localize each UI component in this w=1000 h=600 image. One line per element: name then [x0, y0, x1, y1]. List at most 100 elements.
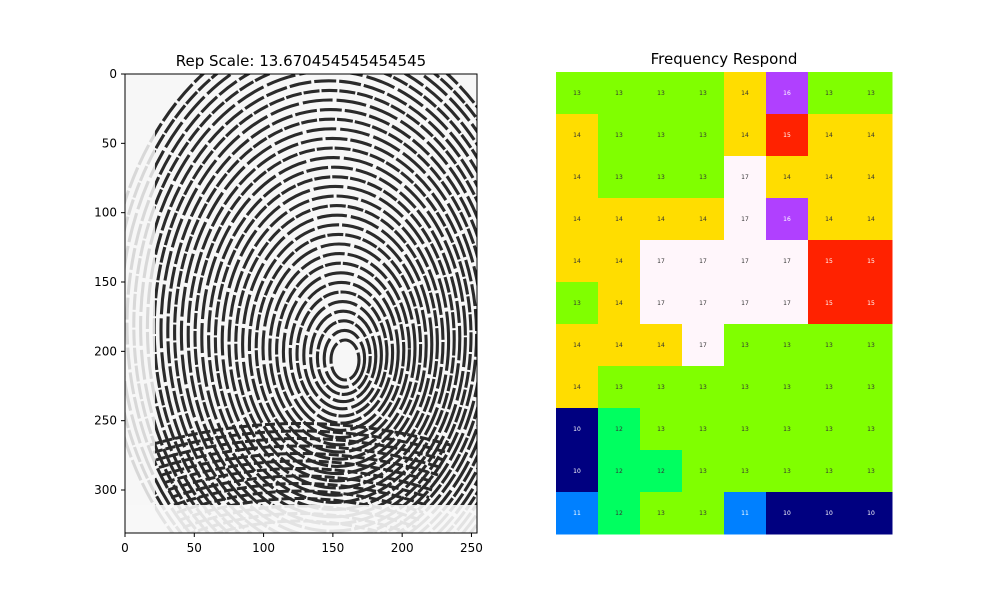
heatmap-cell [682, 282, 725, 325]
fingerprint-y-axis: 0 50 100 150 200 250 300 [94, 67, 125, 497]
heatmap-value-label: 14 [615, 216, 623, 223]
ridge-line [302, 300, 383, 411]
heatmap-value-label: 10 [783, 510, 791, 517]
heatmap-cell [850, 240, 893, 283]
heatmap-cell [766, 492, 809, 535]
heatmap-cell [808, 282, 851, 325]
ridge-line [315, 319, 372, 396]
heatmap-cell [850, 492, 893, 535]
heatmap-cell [640, 114, 683, 157]
heatmap-value-label: 13 [783, 342, 791, 349]
ridge-line [241, 213, 434, 476]
heatmap-cell [556, 114, 599, 157]
heatmap-cell [640, 450, 683, 493]
heatmap-cell [556, 72, 599, 115]
ridge-line [158, 444, 442, 469]
heatmap-value-label: 13 [825, 468, 833, 475]
heatmap-value-label: 10 [825, 510, 833, 517]
heatmap-cell [766, 324, 809, 367]
heatmap-cell [766, 408, 809, 451]
heatmap-value-label: 14 [867, 216, 875, 223]
heatmap-cell [556, 240, 599, 283]
ridge-line [261, 242, 417, 454]
heatmap-value-label: 13 [615, 384, 623, 391]
y-tick-label: 50 [102, 136, 117, 150]
heatmap-value-label: 13 [867, 90, 875, 97]
heatmap-value-label: 11 [741, 510, 749, 517]
ridge-line [149, 422, 451, 447]
heatmap-value-label: 14 [573, 216, 581, 223]
heatmap-cell [766, 240, 809, 283]
ridge-line [220, 184, 451, 497]
ridge-line [227, 194, 445, 490]
heatmap-value-label: 10 [573, 426, 581, 433]
ridge-line [166, 108, 477, 533]
heatmap-cell [808, 450, 851, 493]
heatmap-value-label: 13 [783, 384, 791, 391]
heatmap-value-label: 15 [867, 258, 875, 265]
heatmap-cell [808, 408, 851, 451]
heatmap-cell [598, 324, 641, 367]
heatmap-value-label: 13 [867, 468, 875, 475]
heatmap-cell [808, 492, 851, 535]
heatmap-value-label: 14 [573, 132, 581, 139]
heatmap-cell [556, 156, 599, 199]
heatmap-cell [598, 450, 641, 493]
heatmap-value-label: 10 [573, 468, 581, 475]
heatmap-cell [556, 282, 599, 325]
ridge-line [254, 232, 423, 461]
heatmap-cell [682, 114, 725, 157]
heatmap-cell [808, 198, 851, 241]
heatmap-value-label: 12 [615, 468, 623, 475]
heatmap-value-label: 14 [825, 216, 833, 223]
heatmap-value-label: 13 [699, 90, 707, 97]
heatmap-value-label: 13 [699, 510, 707, 517]
heatmap-cell [640, 156, 683, 199]
y-tick-label: 0 [109, 67, 117, 81]
fingerprint-frame [124, 73, 478, 534]
heatmap-cell [682, 198, 725, 241]
heatmap-cell [598, 156, 641, 199]
x-tick-label: 100 [252, 541, 275, 555]
ridge-line [164, 459, 436, 484]
heatmap-value-label: 17 [783, 258, 791, 265]
heatmap-value-label: 13 [657, 174, 665, 181]
heatmap-cell [724, 324, 767, 367]
heatmap-value-label: 13 [825, 90, 833, 97]
heatmap-value-label: 14 [825, 174, 833, 181]
heatmap-cell [724, 408, 767, 451]
heatmap-value-label: 17 [699, 258, 707, 265]
heatmap-cell [766, 366, 809, 409]
heatmap-value-label: 13 [699, 132, 707, 139]
ridge-line [234, 204, 439, 483]
heatmap-value-label: 14 [783, 174, 791, 181]
heatmap-value-label: 14 [573, 384, 581, 391]
ridge-line [155, 437, 445, 462]
heatmap-value-label: 14 [657, 342, 665, 349]
heatmap-value-label: 16 [783, 90, 791, 97]
ridge-line [176, 489, 424, 514]
heatmap-value-label: 13 [657, 384, 665, 391]
heatmap-value-label: 13 [867, 426, 875, 433]
heatmap-value-label: 14 [657, 216, 665, 223]
heatmap-cell [640, 408, 683, 451]
heatmap-value-label: 14 [573, 174, 581, 181]
heatmap-cell [640, 240, 683, 283]
heatmap-cell [556, 450, 599, 493]
heatmap-cell [598, 492, 641, 535]
heatmap-value-label: 13 [867, 384, 875, 391]
heatmap-cell [766, 156, 809, 199]
y-tick-label: 250 [94, 414, 117, 428]
heatmap-value-label: 14 [867, 132, 875, 139]
heatmap-cell [724, 450, 767, 493]
heatmap-cell [724, 198, 767, 241]
heatmap-cell [640, 324, 683, 367]
x-tick-label: 200 [391, 541, 414, 555]
heatmap-value-label: 13 [699, 174, 707, 181]
heatmap-cell [598, 408, 641, 451]
heatmap-value-label: 17 [657, 258, 665, 265]
heatmap-cell [640, 282, 683, 325]
ridge-line [161, 452, 439, 477]
x-tick-label: 0 [121, 541, 129, 555]
